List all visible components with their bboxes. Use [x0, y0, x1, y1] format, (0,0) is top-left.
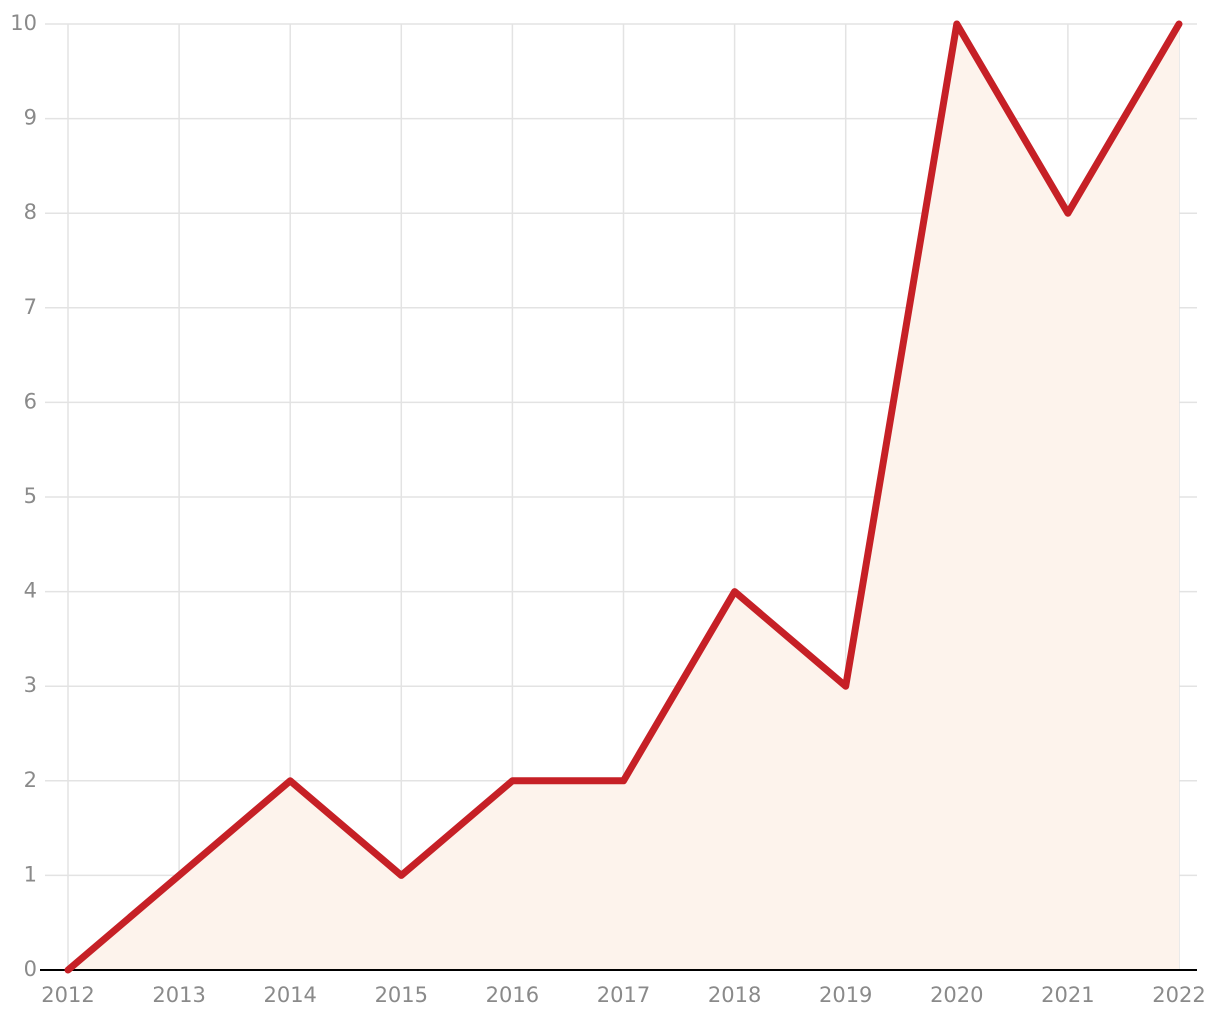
y-tick-label: 2	[24, 768, 37, 792]
x-tick-label: 2013	[152, 983, 205, 1007]
y-tick-label: 7	[24, 295, 37, 319]
y-tick-label: 6	[24, 389, 37, 413]
x-tick-label: 2016	[486, 983, 539, 1007]
y-tick-label: 9	[24, 106, 37, 130]
x-tick-label: 2018	[708, 983, 761, 1007]
x-tick-label: 2015	[375, 983, 428, 1007]
area-fill	[68, 24, 1179, 970]
y-tick-label: 1	[24, 862, 37, 886]
x-tick-label: 2017	[597, 983, 650, 1007]
x-tick-label: 2014	[263, 983, 316, 1007]
y-tick-label: 4	[24, 579, 37, 603]
y-tick-label: 8	[24, 200, 37, 224]
x-tick-label: 2012	[41, 983, 94, 1007]
y-tick-label: 3	[24, 673, 37, 697]
x-tick-label: 2021	[1041, 983, 1094, 1007]
y-tick-label: 10	[10, 11, 37, 35]
x-tick-label: 2022	[1152, 983, 1205, 1007]
line	[64, 20, 1183, 974]
y-tick-label: 0	[24, 957, 37, 981]
x-tick-label: 2020	[930, 983, 983, 1007]
x-tick-label: 2019	[819, 983, 872, 1007]
y-tick-label: 5	[24, 484, 37, 508]
